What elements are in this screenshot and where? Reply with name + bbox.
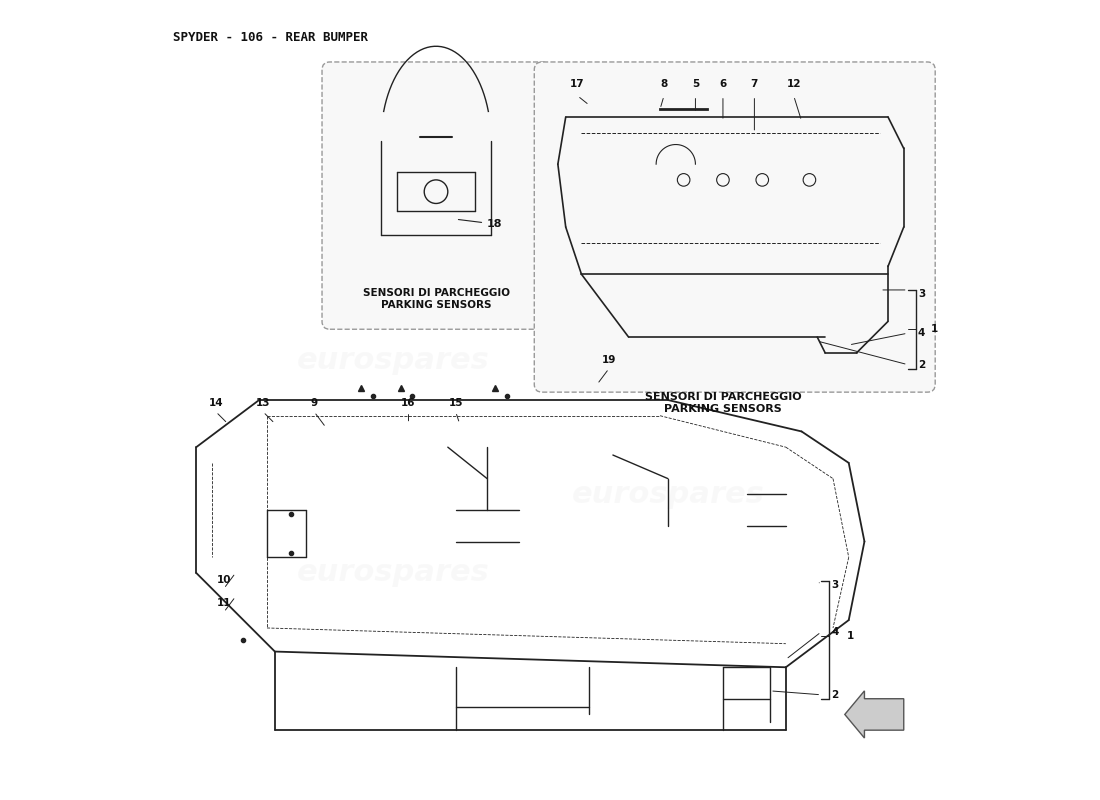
Text: eurospares: eurospares [572, 480, 764, 509]
Text: SPYDER - 106 - REAR BUMPER: SPYDER - 106 - REAR BUMPER [173, 30, 367, 43]
Text: 15: 15 [449, 398, 463, 408]
Text: 2: 2 [832, 690, 838, 700]
FancyBboxPatch shape [535, 62, 935, 392]
Text: 7: 7 [750, 79, 758, 90]
Text: 4: 4 [917, 328, 925, 338]
Text: 2: 2 [917, 360, 925, 370]
Text: SENSORI DI PARCHEGGIO
PARKING SENSORS: SENSORI DI PARCHEGGIO PARKING SENSORS [645, 392, 801, 414]
Text: 6: 6 [719, 79, 727, 90]
FancyBboxPatch shape [322, 62, 550, 330]
Text: 12: 12 [786, 79, 801, 90]
Text: 4: 4 [832, 627, 839, 637]
Text: 3: 3 [832, 580, 838, 590]
Text: 5: 5 [692, 79, 700, 90]
Text: 9: 9 [310, 398, 318, 408]
Text: 1: 1 [932, 324, 938, 334]
Text: 1: 1 [846, 631, 854, 641]
Text: 19: 19 [602, 354, 616, 365]
Text: 10: 10 [217, 574, 231, 585]
Text: 14: 14 [209, 398, 223, 408]
Text: 17: 17 [570, 79, 585, 90]
Text: eurospares: eurospares [572, 307, 764, 336]
FancyArrow shape [845, 691, 904, 738]
Text: SENSORI DI PARCHEGGIO
PARKING SENSORS: SENSORI DI PARCHEGGIO PARKING SENSORS [363, 288, 509, 310]
Text: 3: 3 [917, 289, 925, 299]
Text: 8: 8 [660, 79, 668, 90]
Text: 16: 16 [402, 398, 416, 408]
Text: 13: 13 [256, 398, 271, 408]
Text: eurospares: eurospares [296, 346, 490, 375]
Text: 11: 11 [217, 598, 231, 608]
Text: eurospares: eurospares [296, 558, 490, 587]
Text: 18: 18 [459, 219, 503, 229]
